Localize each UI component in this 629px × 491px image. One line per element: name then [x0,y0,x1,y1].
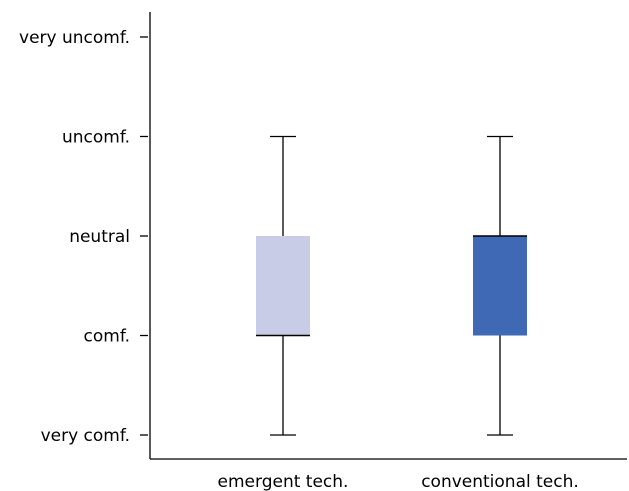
x-axis-labels: emergent tech. conventional tech. [218,472,579,491]
y-tick-label: uncomf. [62,128,130,148]
y-axis-ticks: very comf. comf. neutral uncomf. very uncomf… [19,28,148,446]
box-iqr [473,236,527,336]
y-tick-label: very uncomf. [19,28,130,48]
x-tick-label: emergent tech. [218,472,349,491]
y-tick-label: very comf. [41,426,130,446]
y-tick-label: neutral [69,227,130,247]
box-iqr [256,236,310,336]
x-tick-label: conventional tech. [421,472,579,491]
box-conventional [473,135,527,436]
y-tick-label: comf. [84,327,130,347]
box-emergent [256,135,310,436]
axes [149,12,627,460]
boxes [256,135,527,436]
